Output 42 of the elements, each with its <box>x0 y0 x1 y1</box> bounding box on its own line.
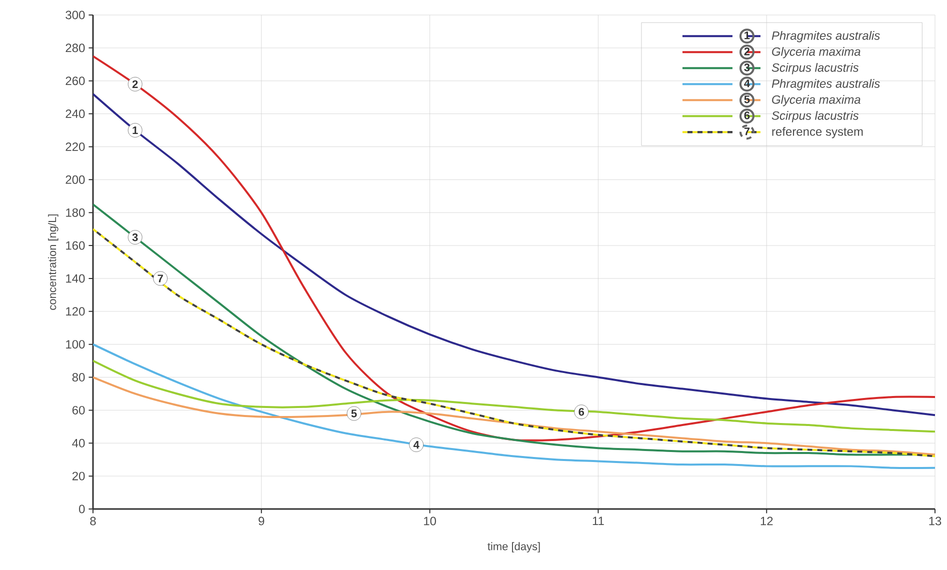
x-tick-label: 12 <box>760 516 773 526</box>
x-tick-label: 11 <box>592 516 604 526</box>
x-tick-label: 10 <box>424 516 436 526</box>
y-tick-label: 240 <box>66 110 85 118</box>
line-series <box>93 343 936 469</box>
y-axis-title: concentration [ng/L] <box>48 214 58 310</box>
legend-label: Phragmites australis <box>772 79 880 90</box>
y-tick-label: 160 <box>66 241 85 250</box>
y-tick-label: 40 <box>72 438 85 448</box>
annotation: 2 <box>132 80 138 88</box>
y-tick-label: 120 <box>66 307 85 316</box>
y-tick-label: 300 <box>66 10 85 20</box>
y-tick-label: 140 <box>66 274 85 283</box>
y-tick-label: 220 <box>66 142 85 151</box>
y-tick-label: 20 <box>72 472 85 480</box>
annotation: 7 <box>158 274 163 282</box>
y-tick-label: 200 <box>66 175 85 184</box>
legend-label: Scirpus lacustris <box>772 63 859 74</box>
legend-label: reference system <box>772 127 863 138</box>
x-tick-label: 9 <box>258 516 264 526</box>
legend-label: Scirpus lacustris <box>772 111 859 122</box>
legend-label: Phragmites australis <box>772 31 880 42</box>
legend-label: Glyceria maxima <box>772 47 860 58</box>
y-tick-label: 80 <box>72 373 85 382</box>
annotation: 4 <box>413 441 420 449</box>
annotation: 6 <box>578 408 584 416</box>
y-tick-label: 100 <box>66 340 85 349</box>
x-tick-label: 8 <box>90 516 96 526</box>
line-series <box>93 360 936 433</box>
y-tick-label: 60 <box>72 406 85 414</box>
line-series <box>93 376 936 456</box>
y-tick-label: 0 <box>78 504 85 514</box>
y-tick-label: 280 <box>66 44 85 52</box>
line-series <box>93 93 936 416</box>
annotation: 5 <box>351 410 357 418</box>
legend-label: Glyceria maxima <box>772 95 860 106</box>
x-axis-title: time [days] <box>488 542 540 552</box>
x-tick-label: 13 <box>929 516 942 526</box>
annotation: 1 <box>132 126 138 134</box>
y-tick-label: 260 <box>66 76 85 86</box>
annotation: 3 <box>132 233 138 242</box>
y-tick-label: 180 <box>66 208 85 217</box>
